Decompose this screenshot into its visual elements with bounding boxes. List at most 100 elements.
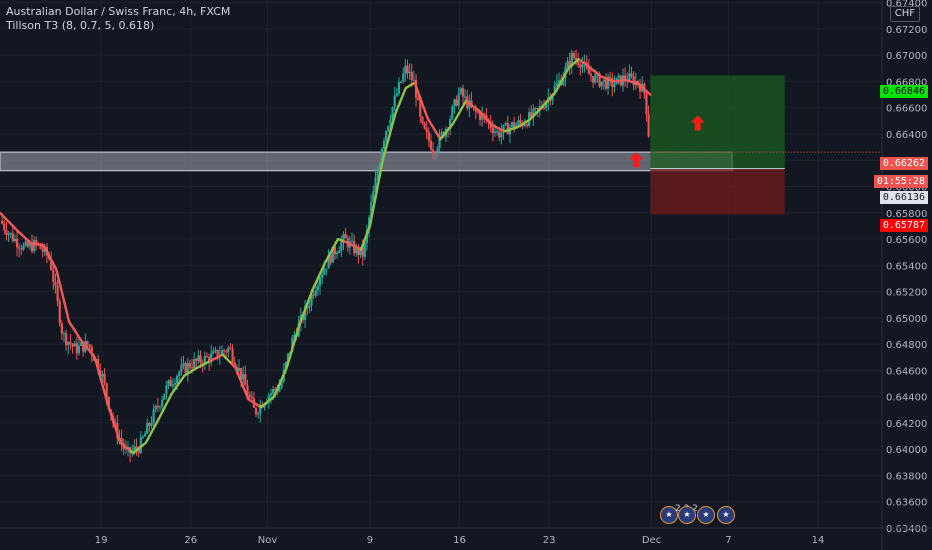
candle-body	[259, 404, 262, 414]
candle-body	[393, 95, 396, 108]
indicator-legend[interactable]: Tillson T3 (8, 0.7, 5, 0.618)	[6, 19, 155, 32]
candle	[5, 221, 8, 241]
candle	[184, 361, 187, 375]
candle-body	[568, 61, 571, 67]
candle	[86, 340, 89, 348]
candle-body	[222, 350, 226, 352]
candle-body	[231, 348, 234, 363]
candle-body	[229, 347, 232, 349]
candle	[427, 126, 430, 147]
tillson-t3-line	[129, 360, 212, 455]
event-flag-icon[interactable]: ★	[717, 506, 735, 524]
candle-body	[22, 245, 25, 250]
candle-body	[248, 394, 251, 397]
candle	[65, 329, 68, 351]
candle-body	[636, 80, 640, 85]
candle	[461, 84, 465, 105]
candle-body	[423, 122, 426, 129]
candle	[592, 76, 595, 88]
candle	[372, 185, 375, 203]
candle-body	[370, 202, 373, 218]
candle	[150, 416, 153, 429]
candle-body	[20, 248, 23, 250]
candle-body	[225, 351, 228, 353]
candle-body	[165, 385, 168, 395]
candle	[214, 346, 217, 354]
candle	[75, 336, 78, 360]
candle-body	[417, 97, 420, 101]
candle	[1, 215, 4, 225]
candle-body	[329, 255, 332, 263]
candle-body	[190, 367, 194, 369]
loss-zone	[650, 168, 785, 215]
candle-body	[90, 347, 93, 356]
price-tick-label: 0.65200	[886, 288, 927, 299]
candle-body	[498, 131, 501, 138]
candle	[167, 379, 170, 389]
candle	[69, 333, 72, 350]
candle-body	[18, 247, 21, 249]
candle	[314, 285, 317, 298]
candle-body	[86, 341, 89, 345]
event-flag-icon[interactable]: ★	[678, 506, 696, 524]
tillson-t3-line	[503, 57, 582, 133]
price-tick-label: 0.67200	[886, 25, 927, 36]
candle	[400, 81, 403, 84]
candle-body	[613, 84, 616, 88]
candle-body	[357, 246, 360, 256]
candle	[376, 165, 379, 182]
event-flag-icon[interactable]: ★	[660, 506, 678, 524]
currency-button[interactable]: CHF	[889, 6, 920, 22]
candle-body	[212, 351, 215, 354]
candle	[647, 105, 650, 138]
candle	[246, 379, 249, 396]
candle-body	[1, 220, 4, 224]
candle-body	[71, 344, 74, 347]
candle-body	[604, 79, 608, 89]
candle-body	[376, 169, 379, 178]
candle	[340, 235, 343, 258]
bar-countdown-tag: 01:55:28	[873, 175, 928, 188]
candle-body	[434, 152, 437, 154]
candle-body	[534, 108, 537, 110]
candle	[481, 106, 484, 127]
candle	[606, 73, 610, 96]
candle-body	[606, 76, 610, 89]
candle	[9, 232, 12, 239]
candle-body	[205, 356, 209, 358]
candle-body	[182, 363, 185, 366]
candle	[173, 378, 177, 388]
candle-body	[572, 53, 576, 59]
time-tick-label: 14	[812, 535, 825, 546]
candle-body	[589, 74, 593, 77]
candle-body	[491, 127, 494, 133]
candle	[60, 319, 63, 340]
candle	[269, 388, 273, 404]
candle	[169, 376, 172, 387]
candle	[135, 438, 138, 456]
candle-body	[602, 79, 605, 82]
candle-body	[579, 64, 582, 68]
candle	[555, 74, 558, 87]
candle	[163, 393, 166, 401]
candle-body	[387, 125, 390, 132]
candle	[312, 290, 315, 300]
candle-body	[239, 367, 243, 380]
event-flag-icon[interactable]: ★	[697, 506, 715, 524]
candle-body	[404, 65, 407, 74]
candle	[146, 418, 149, 435]
candle-body	[41, 248, 44, 252]
target-price-tag: 0.66846	[879, 85, 928, 98]
candle	[432, 142, 435, 160]
candle-body	[286, 353, 290, 363]
tillson-t3-line	[466, 100, 506, 133]
candle	[143, 430, 147, 437]
candle	[350, 232, 354, 244]
candle-body	[161, 399, 164, 407]
candle-body	[432, 149, 435, 153]
candle-body	[515, 124, 518, 128]
candle	[15, 230, 19, 257]
candle-body	[436, 148, 439, 154]
candle-body	[459, 88, 462, 94]
